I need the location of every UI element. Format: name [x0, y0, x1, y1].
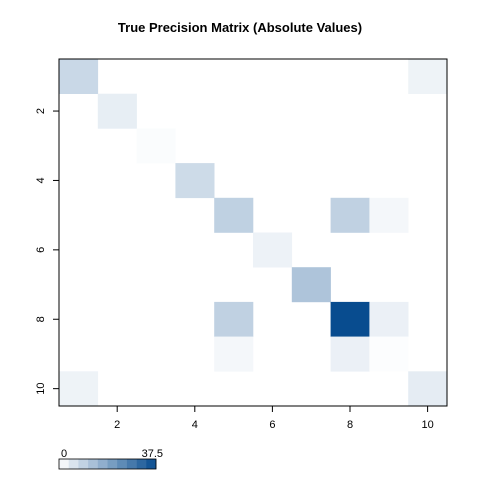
heatmap-cell-r5-c5	[214, 197, 254, 233]
x-tick-label: 8	[347, 419, 353, 431]
heatmap-cell-r8-c8	[330, 301, 370, 337]
heatmap-cell-r10-c10	[408, 371, 448, 407]
heatmap-cell-r5-c9	[369, 197, 409, 233]
colorscale-step	[117, 459, 128, 469]
heatmap-cell-r1-c10	[408, 59, 448, 94]
colorscale-step	[78, 459, 89, 469]
colorscale-step	[126, 459, 137, 469]
y-tick-label: 10	[35, 383, 47, 395]
colorscale-step	[88, 459, 99, 469]
colorscale-bar	[59, 459, 157, 469]
x-tick-label: 2	[114, 419, 120, 431]
colorscale-step	[136, 459, 147, 469]
y-axis: 2 4 6 8 10	[35, 108, 60, 395]
x-tick-label: 10	[421, 419, 433, 431]
heatmap-cell-r9-c9	[369, 336, 409, 372]
heatmap-cell-r9-c5	[214, 336, 254, 372]
heatmap-cell-r8-c9	[369, 301, 409, 337]
y-tick-label: 6	[35, 247, 47, 253]
colorscale-step	[107, 459, 118, 469]
heatmap-cell-r7-c7	[291, 267, 331, 303]
heatmap-cell-r4-c4	[175, 163, 215, 199]
y-tick-label: 4	[35, 177, 47, 183]
colorscale-step	[97, 459, 108, 469]
x-tick-label: 6	[269, 419, 275, 431]
heatmap-cell-r1-c1	[59, 59, 99, 94]
y-tick-label: 2	[35, 108, 47, 114]
y-tick-label: 8	[35, 316, 47, 322]
colorscale-step	[146, 459, 157, 469]
heatmap-cells	[59, 59, 448, 407]
colorscale-border	[58, 458, 157, 470]
heatmap-cell-r8-c5	[214, 301, 254, 337]
colorscale-legend: 0 37.5	[58, 448, 163, 470]
x-tick-label: 4	[192, 419, 198, 431]
heatmap-cell-r9-c8	[330, 336, 370, 372]
heatmap-cell-r5-c8	[330, 197, 370, 233]
colorscale-min-label: 0	[61, 448, 67, 460]
colorscale-step	[68, 459, 79, 469]
heatmap-cell-r6-c6	[253, 232, 293, 268]
heatmap-cell-r2-c2	[97, 93, 137, 129]
heatmap-cell-r10-c1	[59, 371, 99, 407]
chart-title: True Precision Matrix (Absolute Values)	[117, 20, 363, 35]
x-axis: 2 4 6 8 10	[114, 405, 434, 431]
colorscale-step	[59, 459, 69, 469]
heatmap-cell-r3-c3	[136, 128, 176, 164]
colorscale-max-label: 37.5	[142, 448, 163, 460]
